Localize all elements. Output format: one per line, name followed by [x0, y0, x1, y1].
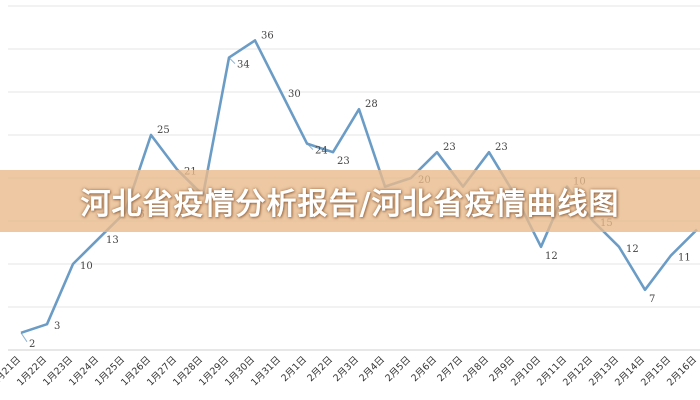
data-label: 11	[678, 252, 691, 263]
data-label: 28	[365, 99, 378, 110]
x-tick-label: 2月4日	[357, 354, 387, 384]
title-banner: 河北省疫情分析报告/河北省疫情曲线图	[0, 170, 700, 232]
data-label: 34	[237, 60, 250, 71]
data-label: 10	[80, 261, 93, 272]
x-tick-label: 2月6日	[409, 354, 439, 384]
x-tick-label: 2月3日	[331, 354, 361, 384]
x-tick-label: 2月7日	[435, 354, 465, 384]
x-tick-label: 2月8日	[461, 354, 491, 384]
x-tick-label: 2月5日	[383, 354, 413, 384]
data-label: 30	[288, 89, 301, 100]
data-label: 23	[495, 142, 508, 153]
x-tick-label: 2月2日	[305, 354, 335, 384]
label-leader	[20, 332, 28, 343]
data-label: 3	[54, 321, 60, 332]
x-tick-label: 2月1日	[279, 354, 309, 384]
data-label: 2	[29, 339, 35, 350]
data-label: 7	[649, 294, 655, 305]
data-label: 23	[337, 156, 350, 167]
data-label: 12	[545, 251, 558, 262]
data-label: 13	[106, 235, 119, 246]
data-label: 23	[443, 142, 456, 153]
data-label: 36	[261, 30, 274, 41]
data-label: 12	[626, 244, 639, 255]
data-label: 24	[315, 146, 328, 157]
data-label: 25	[157, 125, 170, 136]
banner-title: 河北省疫情分析报告/河北省疫情曲线图	[80, 187, 620, 222]
